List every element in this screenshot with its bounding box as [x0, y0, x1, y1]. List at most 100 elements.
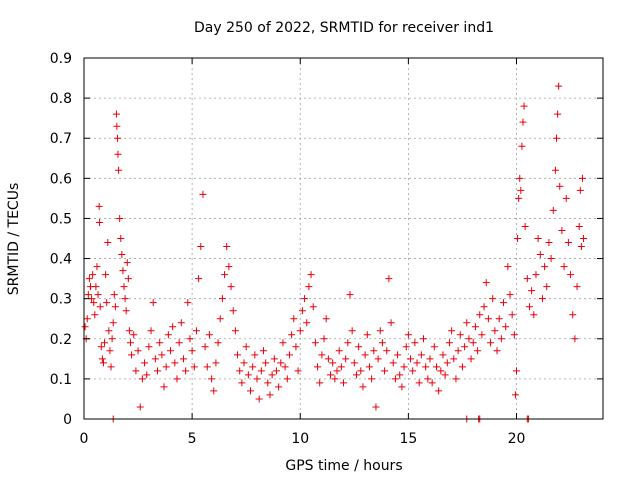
data-point	[420, 335, 428, 343]
data-point	[138, 375, 146, 383]
data-point	[109, 319, 117, 327]
x-tick-label: 5	[188, 431, 197, 447]
data-point	[101, 339, 109, 347]
y-tick-label: 0	[63, 412, 72, 428]
data-point	[394, 351, 402, 359]
data-point	[471, 323, 479, 331]
data-point	[320, 335, 328, 343]
data-point	[115, 166, 123, 174]
data-point	[136, 403, 144, 411]
data-point	[106, 347, 114, 355]
data-point	[89, 271, 97, 279]
data-point	[167, 347, 174, 355]
data-point	[201, 343, 209, 351]
data-point	[296, 327, 304, 335]
data-point	[424, 375, 432, 383]
data-point	[389, 359, 397, 367]
data-point	[340, 379, 347, 387]
data-point	[383, 347, 391, 355]
data-point	[370, 347, 378, 355]
data-point	[177, 319, 185, 327]
data-point	[90, 299, 98, 307]
data-point	[562, 194, 570, 202]
data-point	[497, 335, 505, 343]
data-point	[333, 367, 341, 375]
data-point	[113, 122, 121, 130]
data-point	[110, 291, 118, 299]
data-point	[385, 275, 393, 283]
data-point	[294, 367, 302, 375]
data-point	[203, 363, 211, 371]
data-point	[422, 363, 430, 371]
data-point	[391, 375, 399, 383]
data-point	[314, 363, 322, 371]
data-point	[268, 371, 276, 379]
data-point	[359, 383, 367, 391]
x-tick-labels: 0 5 10 15 20	[80, 431, 526, 447]
data-point	[210, 387, 218, 395]
data-point	[352, 371, 360, 379]
data-point	[96, 303, 104, 311]
data-point	[81, 323, 89, 331]
data-point	[417, 351, 425, 359]
data-point	[400, 363, 408, 371]
data-point	[114, 134, 122, 142]
data-point	[107, 363, 115, 371]
data-point	[525, 303, 533, 311]
data-point	[199, 190, 207, 198]
data-point	[520, 102, 528, 110]
data-point	[474, 347, 482, 355]
data-point	[329, 359, 337, 367]
data-point	[303, 319, 311, 327]
data-point	[134, 347, 142, 355]
data-point	[576, 186, 584, 194]
data-point	[173, 375, 181, 383]
data-point	[495, 315, 503, 323]
data-point	[476, 311, 484, 319]
data-point	[285, 351, 293, 359]
data-point	[98, 355, 106, 363]
data-point	[337, 363, 345, 371]
data-point	[577, 243, 585, 251]
data-point	[547, 255, 555, 263]
y-tick-label: 0.1	[50, 372, 72, 388]
data-point	[467, 355, 475, 363]
data-point	[578, 174, 586, 182]
data-point	[448, 327, 456, 335]
data-point	[171, 359, 179, 367]
data-point	[553, 134, 561, 142]
data-point	[461, 343, 469, 351]
data-point	[126, 339, 134, 347]
data-point	[122, 307, 130, 315]
data-point	[104, 239, 112, 247]
data-point	[441, 371, 449, 379]
data-point	[456, 331, 464, 339]
data-point	[264, 379, 272, 387]
data-point	[511, 391, 519, 399]
data-point	[251, 351, 259, 359]
data-point	[513, 367, 520, 375]
data-point	[156, 339, 164, 347]
data-point	[121, 295, 129, 303]
data-point	[355, 343, 363, 351]
data-point	[439, 351, 447, 359]
data-point	[238, 379, 246, 387]
data-point	[432, 363, 440, 371]
data-point	[99, 359, 107, 367]
data-point	[162, 363, 170, 371]
y-tick-label: 0.4	[50, 252, 72, 268]
data-point	[454, 347, 462, 355]
data-point	[518, 142, 526, 150]
data-point	[84, 291, 92, 299]
data-point	[292, 343, 300, 351]
data-point	[188, 347, 196, 355]
y-tick-label: 0.7	[50, 131, 72, 147]
data-point	[145, 343, 153, 351]
data-point	[521, 222, 529, 230]
data-point	[344, 339, 352, 347]
x-tick-label: 0	[80, 431, 89, 447]
data-point	[575, 222, 583, 230]
data-point	[458, 363, 466, 371]
data-point	[94, 291, 102, 299]
